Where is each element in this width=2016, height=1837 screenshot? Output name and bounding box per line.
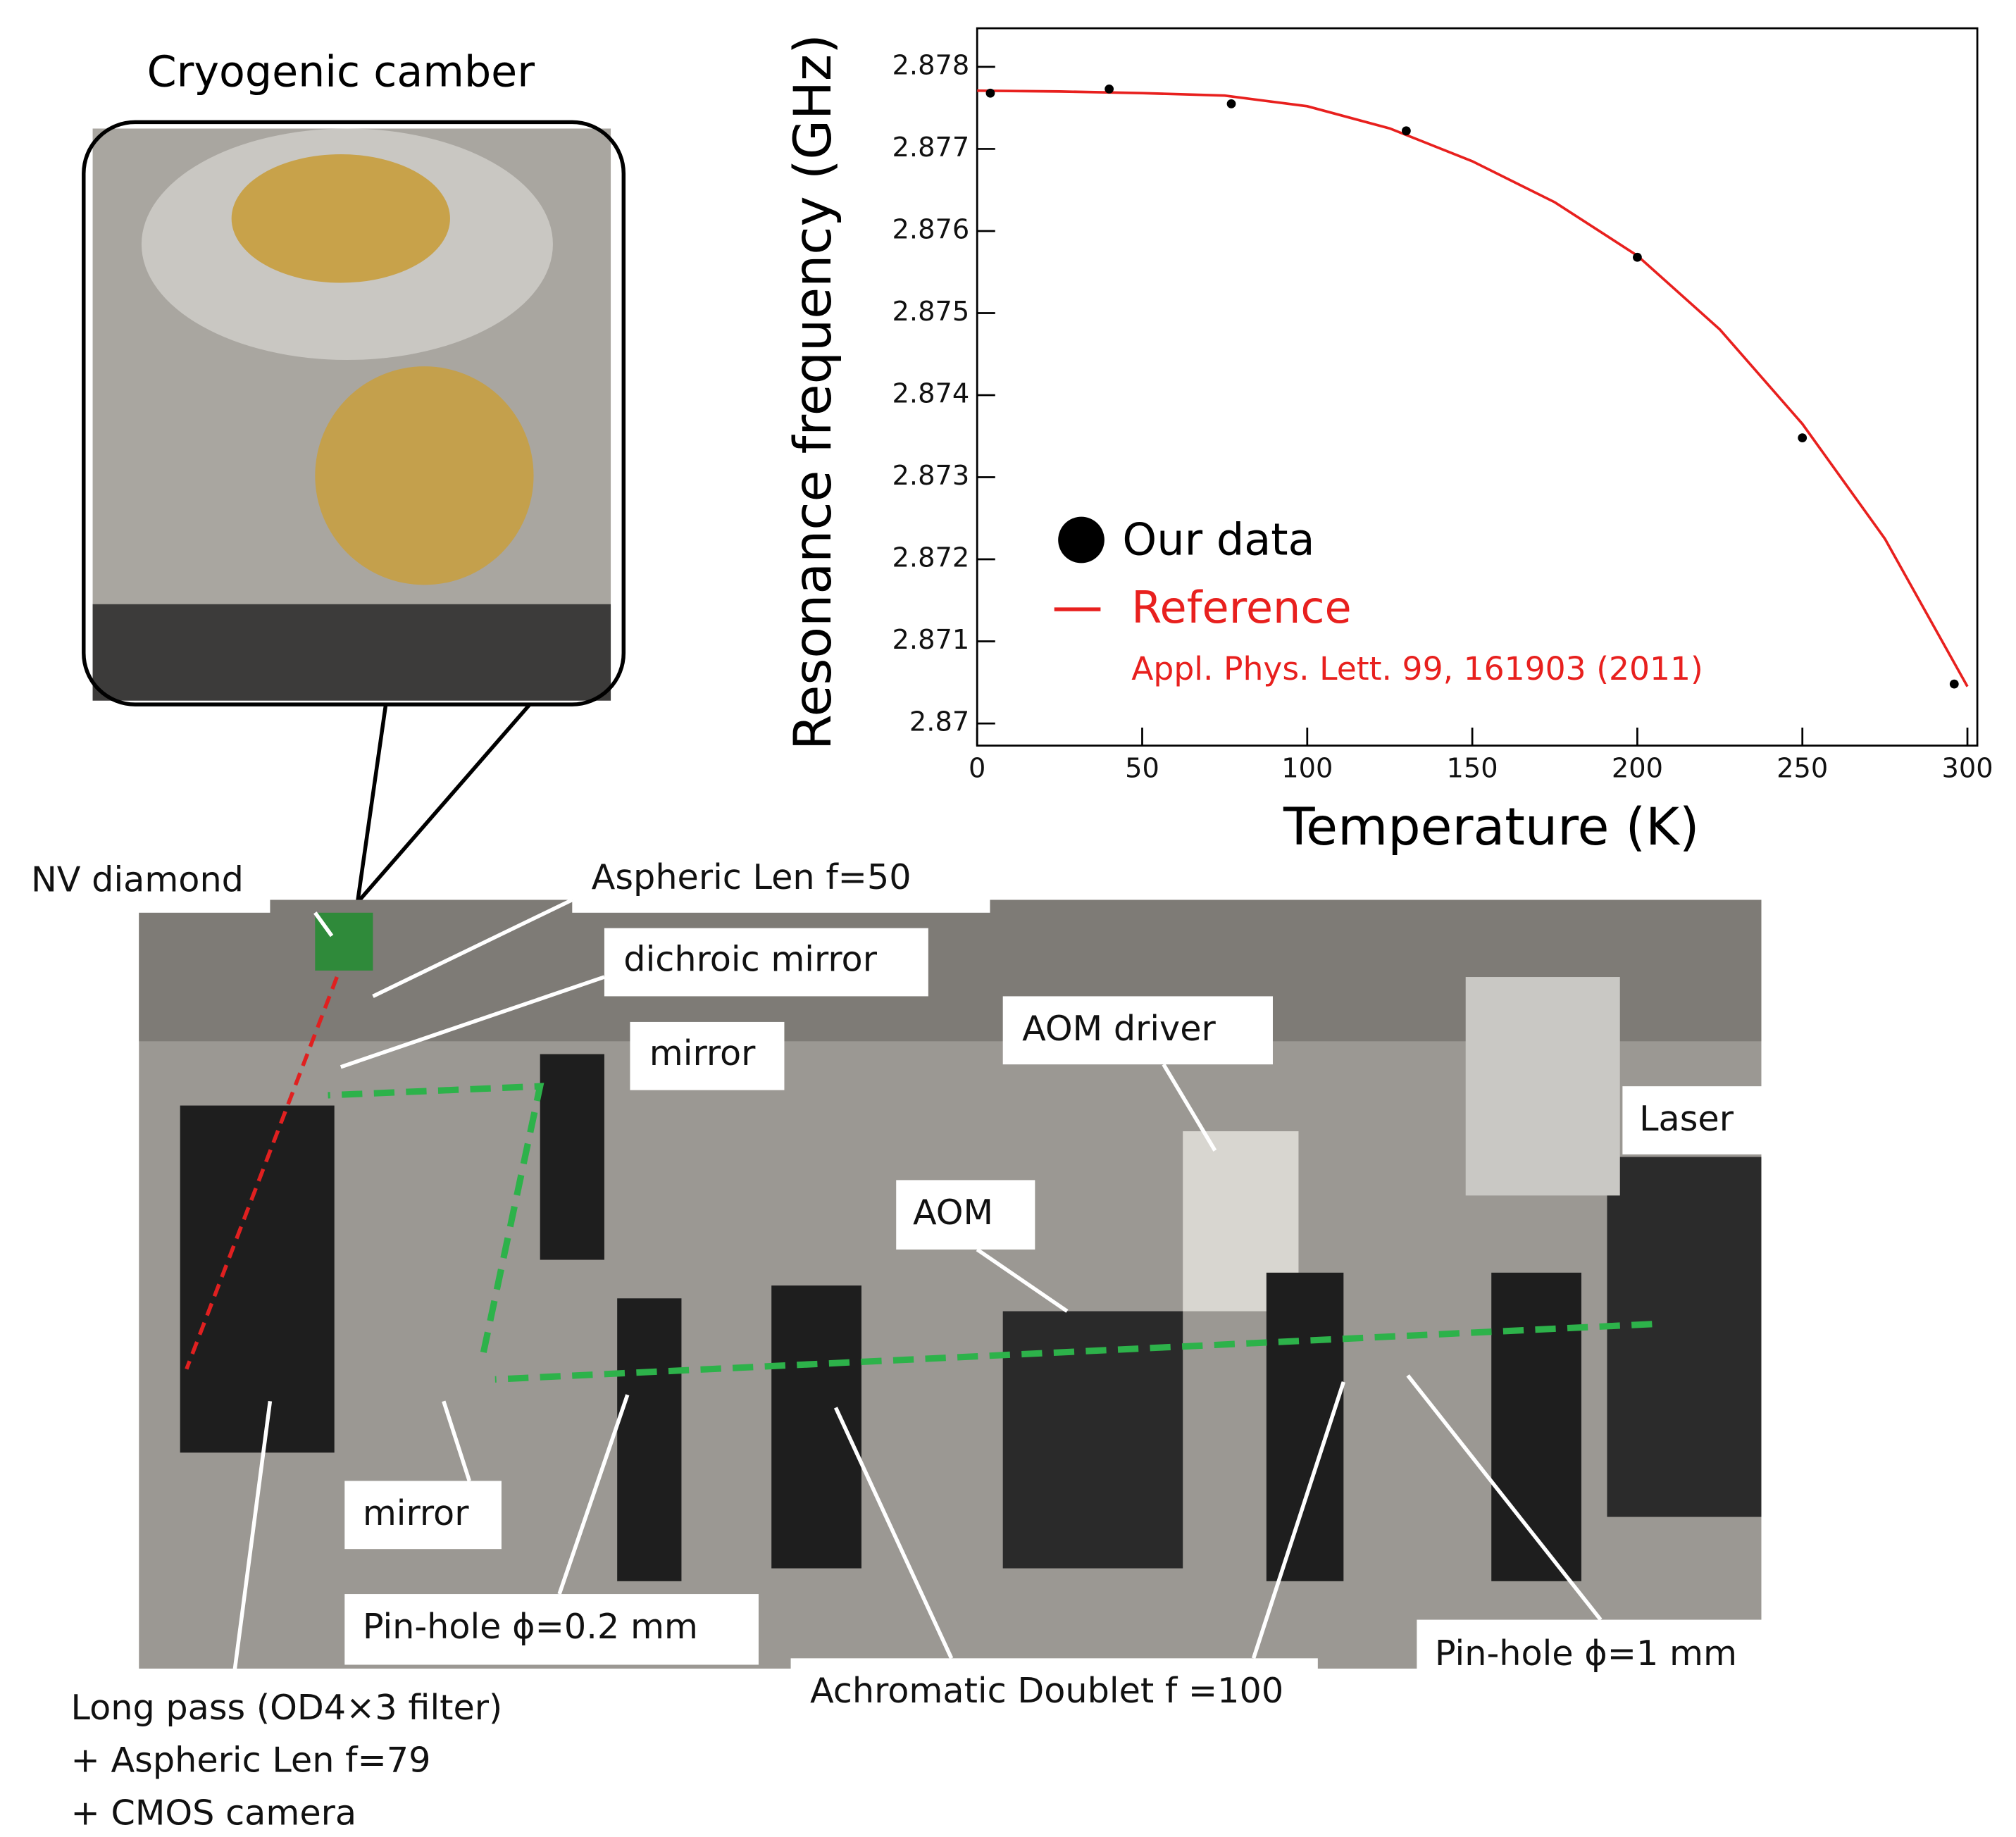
camera-label: + CMOS camera <box>71 1792 357 1833</box>
plot-frame <box>977 28 1977 745</box>
legend-label: Our data <box>1122 513 1314 565</box>
photo-detail <box>180 1106 335 1453</box>
y-tick-label: 2.873 <box>892 460 970 492</box>
figure: Cryogenic camber NV diamond Aspheric Len… <box>0 0 2016 1837</box>
y-axis-label: Resonance frequency (GHz) <box>783 34 843 750</box>
photo-detail <box>232 154 450 283</box>
x-tick-label: 50 <box>1125 753 1159 785</box>
photo-detail <box>315 913 373 971</box>
setup-label: Pin-hole ϕ=0.2 mm <box>363 1606 698 1647</box>
x-axis-label: Temperature (K) <box>1283 797 1699 857</box>
y-tick-label: 2.87 <box>909 706 969 738</box>
y-tick-label: 2.875 <box>892 296 970 328</box>
photo-detail <box>315 366 533 585</box>
legend-label: Reference <box>1131 582 1351 633</box>
photo-detail <box>1607 1157 1761 1517</box>
setup-label: NV diamond <box>31 859 244 899</box>
data-point <box>986 89 995 98</box>
y-tick-label: 2.877 <box>892 132 970 163</box>
page: {"inset_title": "Cryogenic camber", "set… <box>0 0 2016 1837</box>
data-point <box>1402 126 1411 135</box>
y-tick-label: 2.878 <box>892 49 970 81</box>
x-tick-label: 150 <box>1447 753 1498 785</box>
photo-detail <box>1267 1273 1344 1581</box>
setup-label: Pin-hole ϕ=1 mm <box>1435 1633 1737 1674</box>
x-tick-label: 0 <box>969 753 985 785</box>
x-tick-label: 200 <box>1612 753 1663 785</box>
legend-marker <box>1058 517 1105 563</box>
setup-label: mirror <box>363 1493 469 1533</box>
photo-detail <box>540 1054 604 1260</box>
setup-label: AOM driver <box>1022 1008 1216 1049</box>
x-tick-label: 300 <box>1941 753 1993 785</box>
setup-label: AOM <box>913 1192 993 1233</box>
y-tick-label: 2.876 <box>892 213 970 245</box>
camera-label: Long pass (OD4×3 filter) <box>71 1687 503 1728</box>
x-tick-label: 100 <box>1281 753 1333 785</box>
setup-label: Aspheric Len f=50 <box>592 857 911 897</box>
y-tick-label: 2.874 <box>892 378 970 409</box>
photo-detail <box>617 1298 681 1581</box>
y-tick-label: 2.872 <box>892 542 970 574</box>
data-point <box>1950 680 1959 689</box>
photo-detail <box>1491 1273 1581 1581</box>
data-point <box>1227 99 1236 108</box>
data-point <box>1633 253 1642 262</box>
setup-label: Laser <box>1639 1098 1734 1139</box>
data-point <box>1798 433 1807 442</box>
inset-title: Cryogenic camber <box>147 47 535 96</box>
photo-detail <box>93 604 611 701</box>
camera-label: + Aspheric Len f=79 <box>71 1740 431 1781</box>
data-point <box>1105 85 1114 94</box>
setup-label: mirror <box>649 1033 756 1073</box>
y-tick-label: 2.871 <box>892 624 970 656</box>
annotation: Appl. Phys. Lett. 99, 161903 (2011) <box>1131 650 1703 687</box>
setup-label: Achromatic Doublet f =100 <box>810 1670 1283 1711</box>
photo-detail <box>771 1285 861 1569</box>
x-tick-label: 250 <box>1777 753 1828 785</box>
photo-detail <box>1466 977 1620 1195</box>
setup-label: dichroic mirror <box>623 939 877 980</box>
